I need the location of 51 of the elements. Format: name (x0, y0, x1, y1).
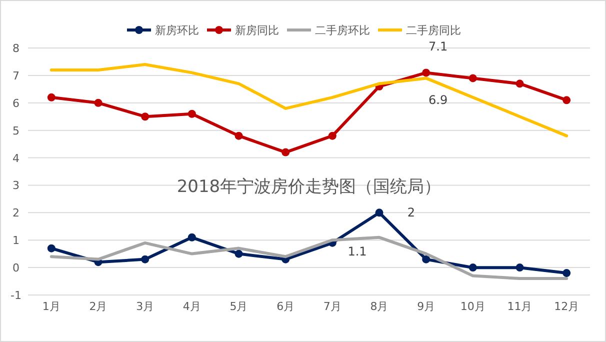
y-tick-label: 5 (12, 124, 20, 138)
legend-label: 新房环比 (155, 24, 199, 37)
x-tick-label: 8月 (370, 300, 388, 313)
point (141, 112, 150, 121)
annotation: 7.1 (428, 40, 448, 54)
y-tick-label: 7 (12, 69, 20, 82)
x-tick-label: 11月 (507, 300, 532, 313)
y-tick-label: 3 (12, 179, 20, 192)
point (94, 98, 102, 107)
x-tick-label: 6月 (276, 300, 295, 313)
point (234, 250, 243, 258)
point (516, 80, 524, 88)
x-tick-label: 3月 (136, 300, 154, 313)
point (468, 264, 477, 272)
point (422, 255, 430, 264)
x-tick-label: 12月 (554, 300, 580, 313)
x-tick-label: 9月 (417, 300, 436, 313)
point (375, 208, 384, 217)
y-tick-label: -1 (10, 289, 22, 302)
point (562, 96, 571, 104)
annotation: 1.1 (348, 244, 367, 258)
annotation: 2 (407, 206, 416, 220)
x-tick-label: 4月 (182, 300, 201, 313)
point (141, 255, 150, 264)
x-tick-label: 7月 (323, 300, 342, 313)
text: 2018年宁波房价走势图（国统局） (176, 177, 442, 197)
y-tick-label: 6 (12, 96, 20, 110)
point (468, 74, 477, 82)
point (516, 264, 524, 272)
point (422, 68, 430, 77)
y-tick-label: 1 (12, 234, 20, 248)
x-tick-label: 5月 (230, 300, 248, 313)
x-tick-label: 1月 (42, 300, 60, 313)
point (188, 233, 196, 242)
point (188, 110, 196, 118)
point (47, 244, 56, 252)
point (562, 269, 571, 278)
y-tick-label: 0 (12, 262, 20, 275)
legend-label: 二手房环比 (315, 24, 370, 37)
x-tick-label: 10月 (460, 300, 486, 313)
y-tick-label: 8 (12, 42, 20, 55)
annotation: 6.9 (428, 93, 448, 108)
point (328, 132, 336, 140)
legend-label: 二手房同比 (406, 24, 461, 37)
point (234, 132, 243, 140)
point (47, 93, 56, 102)
y-tick-label: 4 (12, 152, 20, 165)
y-tick-label: 2 (12, 206, 20, 220)
x-tick-label: 2月 (89, 300, 108, 313)
legend-label: 新房同比 (235, 24, 279, 37)
point (282, 148, 290, 156)
